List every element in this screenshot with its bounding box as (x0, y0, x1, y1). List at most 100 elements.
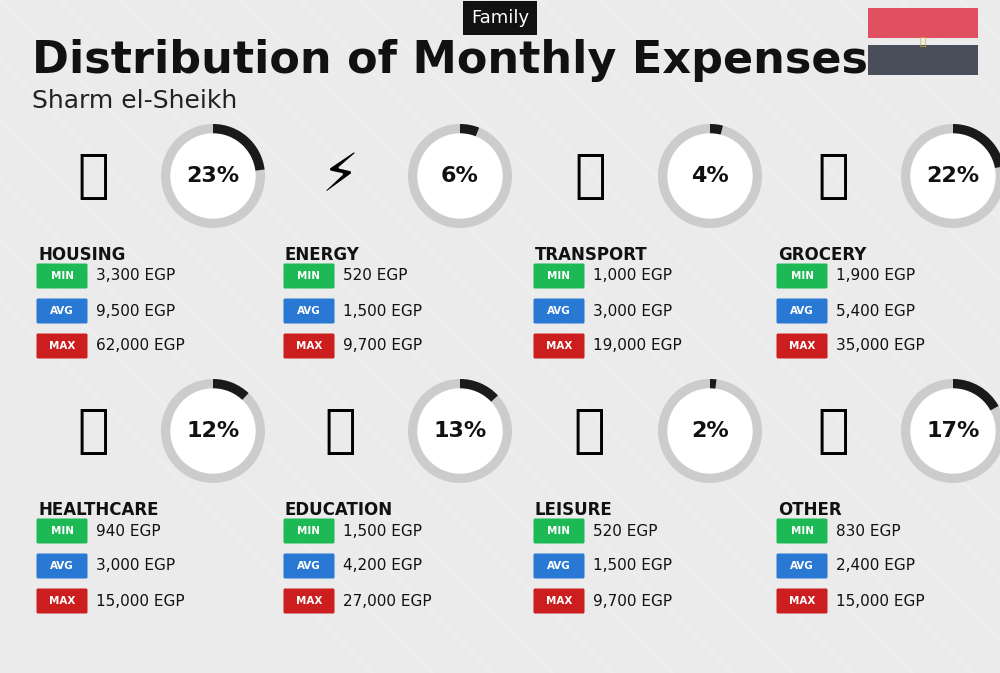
FancyBboxPatch shape (534, 334, 584, 359)
Text: 520 EGP: 520 EGP (343, 269, 408, 283)
Text: 23%: 23% (186, 166, 240, 186)
Text: MIN: MIN (790, 526, 814, 536)
Text: MIN: MIN (50, 271, 74, 281)
Text: TRANSPORT: TRANSPORT (535, 246, 648, 264)
FancyBboxPatch shape (284, 264, 334, 289)
Wedge shape (710, 379, 717, 390)
Text: 3,000 EGP: 3,000 EGP (593, 304, 672, 318)
Text: 1,900 EGP: 1,900 EGP (836, 269, 915, 283)
Text: MAX: MAX (789, 341, 815, 351)
FancyBboxPatch shape (776, 518, 828, 544)
FancyBboxPatch shape (534, 518, 584, 544)
Text: MAX: MAX (49, 596, 75, 606)
Text: 🛒: 🛒 (817, 150, 849, 202)
Text: 3,300 EGP: 3,300 EGP (96, 269, 175, 283)
Text: MIN: MIN (50, 526, 74, 536)
Wedge shape (460, 124, 479, 137)
Text: AVG: AVG (790, 306, 814, 316)
Text: HEALTHCARE: HEALTHCARE (38, 501, 158, 519)
Text: AVG: AVG (50, 306, 74, 316)
Text: AVG: AVG (547, 306, 571, 316)
Text: GROCERY: GROCERY (778, 246, 866, 264)
Text: 5,400 EGP: 5,400 EGP (836, 304, 915, 318)
Text: MAX: MAX (296, 596, 322, 606)
Text: 6%: 6% (441, 166, 479, 186)
Text: AVG: AVG (50, 561, 74, 571)
FancyBboxPatch shape (534, 553, 584, 579)
Circle shape (911, 389, 995, 473)
Wedge shape (213, 379, 249, 400)
Text: AVG: AVG (297, 561, 321, 571)
FancyBboxPatch shape (868, 8, 978, 38)
Text: 💰: 💰 (817, 405, 849, 457)
Text: 520 EGP: 520 EGP (593, 524, 658, 538)
Text: OTHER: OTHER (778, 501, 842, 519)
Text: Sharm el-Sheikh: Sharm el-Sheikh (32, 89, 237, 113)
FancyBboxPatch shape (776, 299, 828, 324)
Text: ENERGY: ENERGY (285, 246, 360, 264)
Text: 2,400 EGP: 2,400 EGP (836, 559, 915, 573)
Wedge shape (953, 124, 1000, 168)
Text: 🛍️: 🛍️ (574, 405, 606, 457)
Wedge shape (658, 124, 762, 228)
Text: AVG: AVG (790, 561, 814, 571)
Text: 9,700 EGP: 9,700 EGP (593, 594, 672, 608)
FancyBboxPatch shape (36, 518, 88, 544)
Circle shape (911, 134, 995, 218)
Text: 9,500 EGP: 9,500 EGP (96, 304, 175, 318)
Wedge shape (901, 124, 1000, 228)
FancyBboxPatch shape (776, 264, 828, 289)
Wedge shape (408, 379, 512, 483)
Text: 1,500 EGP: 1,500 EGP (343, 524, 422, 538)
Circle shape (418, 134, 502, 218)
FancyBboxPatch shape (534, 264, 584, 289)
FancyBboxPatch shape (776, 334, 828, 359)
Text: EDUCATION: EDUCATION (285, 501, 393, 519)
Circle shape (668, 389, 752, 473)
Text: 15,000 EGP: 15,000 EGP (836, 594, 925, 608)
Text: AVG: AVG (297, 306, 321, 316)
Text: MAX: MAX (296, 341, 322, 351)
Text: 1,000 EGP: 1,000 EGP (593, 269, 672, 283)
Text: 35,000 EGP: 35,000 EGP (836, 339, 925, 353)
Text: MIN: MIN (548, 526, 570, 536)
Text: 1,500 EGP: 1,500 EGP (593, 559, 672, 573)
FancyBboxPatch shape (36, 553, 88, 579)
FancyBboxPatch shape (284, 518, 334, 544)
Text: HOUSING: HOUSING (38, 246, 125, 264)
Wedge shape (213, 124, 265, 171)
Wedge shape (161, 379, 265, 483)
Text: 62,000 EGP: 62,000 EGP (96, 339, 185, 353)
Text: 4,200 EGP: 4,200 EGP (343, 559, 422, 573)
Circle shape (171, 389, 255, 473)
Text: 🚌: 🚌 (574, 150, 606, 202)
Text: 12%: 12% (186, 421, 240, 441)
Text: 1,500 EGP: 1,500 EGP (343, 304, 422, 318)
Wedge shape (658, 379, 762, 483)
Circle shape (171, 134, 255, 218)
Circle shape (418, 389, 502, 473)
Wedge shape (953, 379, 999, 411)
FancyBboxPatch shape (284, 299, 334, 324)
Text: Family: Family (471, 9, 529, 27)
Text: 13%: 13% (433, 421, 487, 441)
Wedge shape (710, 124, 723, 135)
Text: 🎓: 🎓 (324, 405, 356, 457)
Text: 3,000 EGP: 3,000 EGP (96, 559, 175, 573)
Text: 𓅃: 𓅃 (920, 37, 926, 47)
Text: 27,000 EGP: 27,000 EGP (343, 594, 432, 608)
Text: Distribution of Monthly Expenses: Distribution of Monthly Expenses (32, 40, 868, 83)
Text: MAX: MAX (789, 596, 815, 606)
Text: 4%: 4% (691, 166, 729, 186)
Text: LEISURE: LEISURE (535, 501, 613, 519)
Text: 22%: 22% (926, 166, 980, 186)
FancyBboxPatch shape (284, 588, 334, 614)
Text: MIN: MIN (298, 526, 320, 536)
Text: AVG: AVG (547, 561, 571, 571)
Text: 940 EGP: 940 EGP (96, 524, 161, 538)
FancyBboxPatch shape (36, 334, 88, 359)
FancyBboxPatch shape (534, 588, 584, 614)
Text: MAX: MAX (49, 341, 75, 351)
FancyBboxPatch shape (36, 299, 88, 324)
Text: ⚡: ⚡ (322, 150, 358, 202)
